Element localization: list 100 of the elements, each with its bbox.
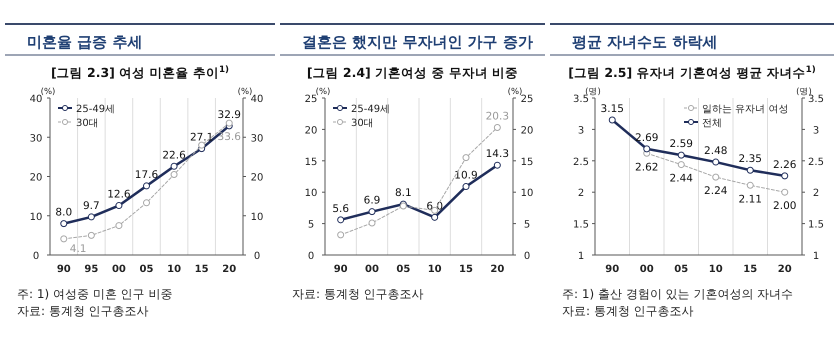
point xyxy=(712,158,720,166)
chart-title: 평균 자녀수도 하락세 xyxy=(572,33,718,51)
data-label: 2.69 xyxy=(635,132,658,144)
point xyxy=(494,162,501,169)
point xyxy=(781,172,788,180)
point xyxy=(115,222,122,230)
point xyxy=(60,220,68,228)
y2-tick-label: 20 xyxy=(250,172,264,184)
point xyxy=(337,216,344,224)
data-label: 2.00 xyxy=(773,200,796,212)
chart-subtitle: [그림 2.4] 기혼여성 중 무자녀 비중 xyxy=(306,65,518,80)
point xyxy=(643,145,650,152)
y-tick-label: 1 xyxy=(578,251,584,262)
x-tick-label: 15 xyxy=(459,264,473,275)
y2-axis-title: (명) xyxy=(796,87,812,97)
point xyxy=(746,182,754,189)
y2-tick-label: 25 xyxy=(520,94,534,105)
point xyxy=(368,208,376,216)
y-tick-label: 0 xyxy=(32,251,40,262)
text: 자료: 통계청 인구총조사 xyxy=(292,287,424,301)
x-tick-label: 05 xyxy=(396,264,410,275)
point xyxy=(781,188,788,196)
data-label: 22.6 xyxy=(162,149,186,162)
legend-label: 전체 xyxy=(702,118,722,129)
y-axis-title: (%) xyxy=(40,87,56,97)
y2-axis-title: (%) xyxy=(238,87,252,97)
data-label: 2.48 xyxy=(704,145,728,158)
data-label: 10.9 xyxy=(454,170,478,182)
y2-tick-label: 3 xyxy=(812,125,820,136)
point xyxy=(462,154,470,162)
y-tick-label: 10 xyxy=(304,188,318,200)
point xyxy=(115,202,122,210)
y2-tick-label: 2 xyxy=(812,188,820,200)
data-label: 2.24 xyxy=(704,185,728,198)
y2-tick-label: 20 xyxy=(520,125,534,136)
data-label: 32.9 xyxy=(218,108,241,121)
y-axis-title: (명) xyxy=(585,87,601,97)
point xyxy=(198,142,206,149)
x-tick-label: 20 xyxy=(778,264,792,275)
point xyxy=(746,166,754,174)
chart-subtitle: [그림 2.3] 여성 미혼율 추이$^{1)}$ xyxy=(50,65,230,80)
point xyxy=(678,161,685,168)
data-label: 9.7 xyxy=(83,200,100,212)
y2-tick-label: 0 xyxy=(254,251,260,262)
legend-label: 30대 xyxy=(76,118,99,129)
y-tick-label: 2 xyxy=(578,188,584,200)
y-tick-label: 25 xyxy=(304,94,318,105)
y2-tick-label: 15 xyxy=(520,156,534,168)
y-tick-label: 40 xyxy=(30,94,42,105)
x-tick-label: 20 xyxy=(222,264,236,275)
x-tick-label: 90 xyxy=(56,264,71,275)
data-label: 4.1 xyxy=(70,242,86,255)
y2-tick-label: 2.5 xyxy=(808,156,824,168)
y-tick-label: 3 xyxy=(578,125,584,136)
y-tick-label: 30 xyxy=(30,133,42,144)
y2-tick-label: 3.5 xyxy=(808,94,824,105)
data-label: 8.0 xyxy=(55,206,72,219)
point xyxy=(143,199,150,206)
x-tick-label: 10 xyxy=(428,264,442,275)
data-label: 5.6 xyxy=(332,202,350,215)
y-tick-label: 1.5 xyxy=(573,220,589,231)
chart-title: 미혼율 급증 추세 xyxy=(27,33,142,51)
y-tick-label: 3.5 xyxy=(573,94,589,105)
x-tick-label: 05 xyxy=(674,264,688,275)
point xyxy=(88,232,95,239)
y-tick-label: 5 xyxy=(308,220,314,231)
data-label: 8.1 xyxy=(394,187,412,200)
point xyxy=(678,152,685,159)
chart-subtitle: [그림 2.5] 유자녀 기혼여성 평균 자녀수$^{1)}$ xyxy=(568,65,816,80)
point xyxy=(143,182,150,190)
text: 주: 1) 여성중 미혼 인구 비중 xyxy=(17,287,172,301)
x-tick-label: 00 xyxy=(640,264,654,275)
data-label: 6.9 xyxy=(364,194,380,207)
x-tick-label: 90 xyxy=(334,264,348,275)
data-label: 2.59 xyxy=(670,138,693,150)
x-tick-label: 20 xyxy=(490,264,504,275)
data-label: 2.35 xyxy=(738,153,762,166)
point xyxy=(608,116,616,124)
data-label: 14.3 xyxy=(486,148,510,160)
y2-tick-label: 0 xyxy=(524,251,530,262)
point xyxy=(170,171,178,178)
legend-label: 30대 xyxy=(351,118,374,129)
x-tick-label: 15 xyxy=(194,264,209,275)
text: 주: 1) 출산 경험이 있는 기혼여성의 자녀수 xyxy=(562,287,794,301)
point xyxy=(368,219,376,226)
y2-tick-label: 1 xyxy=(812,251,820,262)
y2-tick-label: 40 xyxy=(250,94,264,105)
data-label: 12.6 xyxy=(107,188,131,201)
point xyxy=(431,214,438,221)
y2-tick-label: 5 xyxy=(524,220,530,231)
y-axis-title: (%) xyxy=(316,87,330,97)
y-tick-label: 10 xyxy=(30,212,42,223)
y-tick-label: 0 xyxy=(308,251,314,262)
x-tick-label: 10 xyxy=(167,264,182,275)
text: 자료: 통계청 인구총조사 xyxy=(17,304,149,318)
y-tick-label: 20 xyxy=(304,125,318,136)
data-label: 2.26 xyxy=(773,158,797,171)
point xyxy=(494,124,501,132)
point xyxy=(712,174,720,181)
data-label: 2.11 xyxy=(738,193,762,206)
